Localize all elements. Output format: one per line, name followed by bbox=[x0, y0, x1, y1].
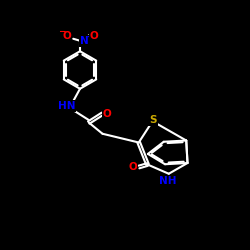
Text: O: O bbox=[129, 162, 138, 172]
Text: N: N bbox=[80, 36, 89, 46]
Text: O: O bbox=[90, 31, 98, 41]
Text: O: O bbox=[103, 109, 112, 119]
Text: HN: HN bbox=[58, 101, 75, 111]
Text: NH: NH bbox=[160, 176, 177, 186]
Text: S: S bbox=[149, 115, 157, 125]
Text: O: O bbox=[62, 31, 72, 41]
Text: −: − bbox=[58, 27, 66, 36]
Text: +: + bbox=[86, 32, 92, 41]
